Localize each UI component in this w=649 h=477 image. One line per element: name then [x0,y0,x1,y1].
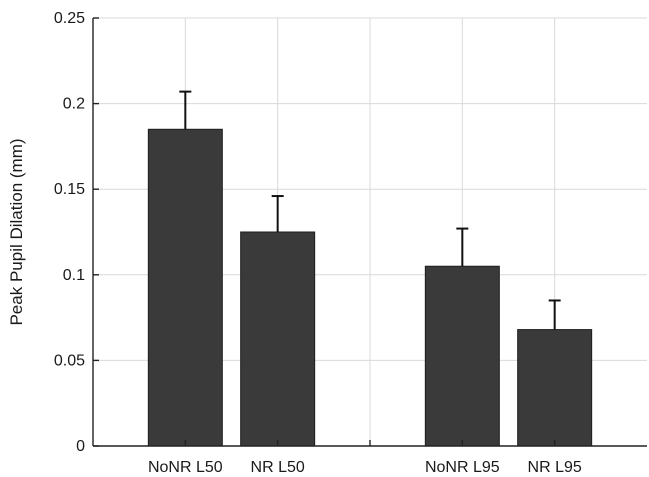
error-bars [179,90,561,330]
x-tick-label: NR L50 [251,459,305,476]
y-tick-label: 0.15 [54,181,85,198]
y-ticks: 0 0.05 0.1 0.15 0.2 0.25 [54,10,99,455]
y-tick-label: 0.25 [54,10,85,27]
x-tick-label: NoNR L50 [148,459,223,476]
bar [147,128,223,447]
bar [240,231,316,447]
y-tick-label: 0.2 [63,96,85,113]
y-axis-label: Peak Pupil Dilation (mm) [7,138,26,325]
x-ticks: NoNR L50 NR L50 NoNR L95 NR L95 [148,440,582,476]
bars [147,128,593,447]
bar [424,265,500,447]
y-tick-label: 0 [76,438,85,455]
x-tick-label: NR L95 [528,459,582,476]
y-tick-label: 0.05 [54,352,85,369]
x-tick-label: NoNR L95 [425,459,500,476]
y-tick-label: 0.1 [63,267,85,284]
bar [517,329,593,447]
